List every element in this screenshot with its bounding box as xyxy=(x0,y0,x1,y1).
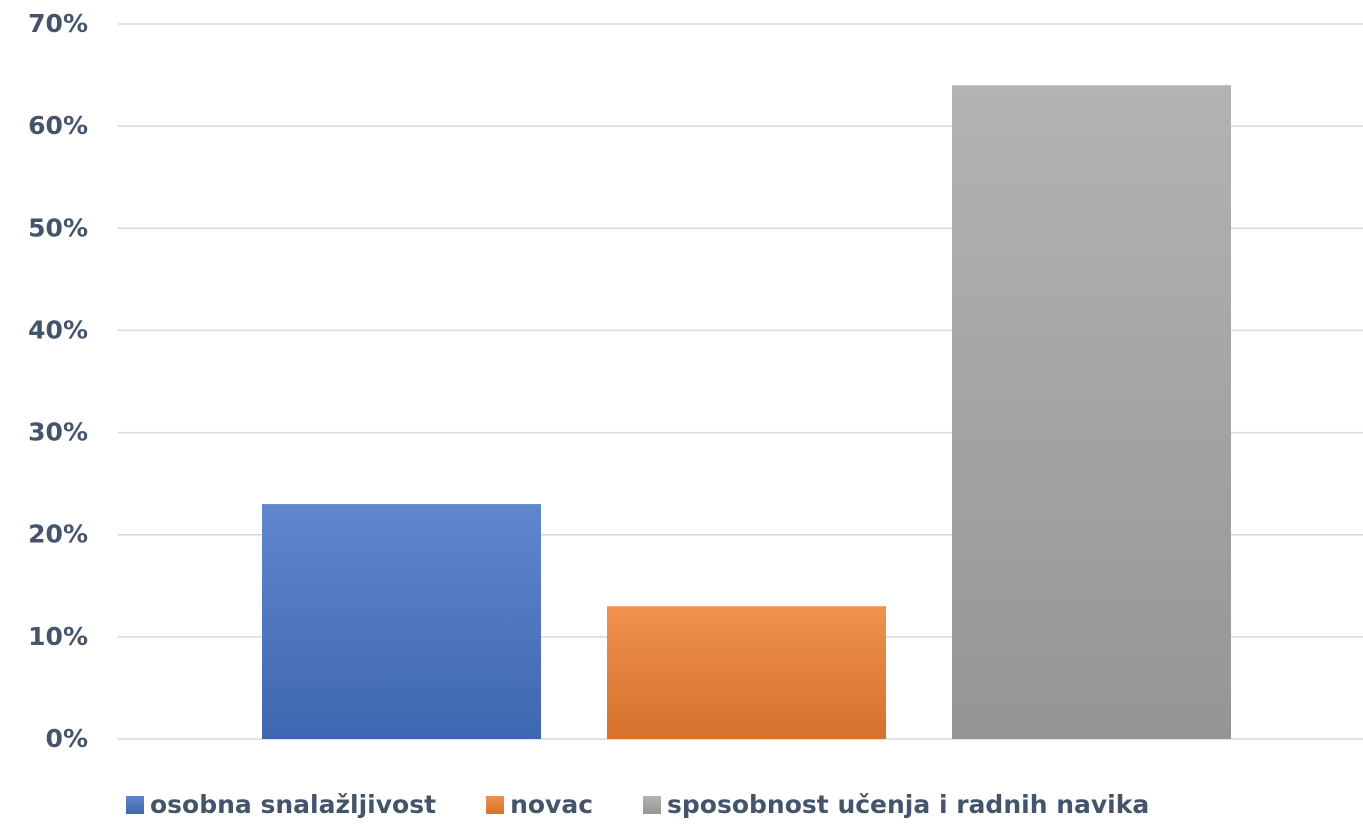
legend-label: novac xyxy=(510,790,593,819)
y-tick-label: 10% xyxy=(28,622,88,651)
y-tick-label: 40% xyxy=(28,315,88,344)
bar xyxy=(607,606,886,739)
bar xyxy=(952,85,1231,740)
y-tick-label: 0% xyxy=(46,724,88,753)
y-tick-label: 30% xyxy=(28,418,88,447)
y-tick-label: 50% xyxy=(28,213,88,242)
legend-label: sposobnost učenja i radnih navika xyxy=(667,790,1149,819)
y-tick-label: 20% xyxy=(28,520,88,549)
legend-swatch xyxy=(643,796,662,814)
bar xyxy=(262,504,541,739)
y-tick-label: 60% xyxy=(28,111,88,140)
legend-label: osobna snalažljivost xyxy=(150,790,436,819)
y-tick-label: 70% xyxy=(28,9,88,38)
legend-swatch xyxy=(126,796,144,814)
legend-swatch xyxy=(486,796,505,814)
